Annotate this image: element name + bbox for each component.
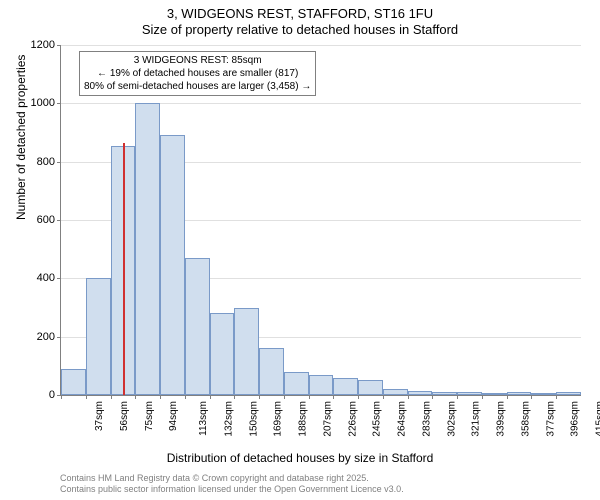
attribution-line2: Contains public sector information licen… [60,484,404,496]
histogram-bar [556,392,581,395]
annotation-line2: ← 19% of detached houses are smaller (81… [84,67,311,80]
y-tick-label: 800 [37,156,55,168]
x-tick-mark [482,395,483,399]
x-tick-label: 245sqm [372,401,383,437]
x-tick-mark [160,395,161,399]
histogram-bar [333,378,358,396]
x-tick-label: 396sqm [570,401,581,437]
x-tick-mark [507,395,508,399]
x-tick-label: 283sqm [421,401,432,437]
y-tick-mark [57,103,61,104]
x-tick-mark [86,395,87,399]
y-tick-mark [57,220,61,221]
histogram-bar [135,103,160,395]
x-axis-label: Distribution of detached houses by size … [0,451,600,465]
y-axis-label: Number of detached properties [14,55,28,220]
x-tick-mark [358,395,359,399]
x-tick-mark [383,395,384,399]
x-tick-mark [309,395,310,399]
x-tick-mark [531,395,532,399]
x-tick-label: 358sqm [521,401,532,437]
y-tick-label: 200 [37,331,55,343]
chart-title-line1: 3, WIDGEONS REST, STAFFORD, ST16 1FU [0,6,600,21]
histogram-bar [284,372,309,395]
x-tick-mark [185,395,186,399]
y-tick-mark [57,337,61,338]
x-tick-label: 94sqm [168,401,179,431]
x-tick-mark [210,395,211,399]
x-tick-mark [457,395,458,399]
x-tick-label: 264sqm [397,401,408,437]
y-tick-label: 400 [37,272,55,284]
histogram-bar [531,393,556,395]
y-tick-label: 1000 [31,97,55,109]
y-tick-label: 600 [37,214,55,226]
y-tick-mark [57,162,61,163]
x-tick-mark [61,395,62,399]
gridline [61,45,581,46]
x-tick-label: 377sqm [545,401,556,437]
histogram-bar [86,278,111,395]
x-tick-label: 339sqm [496,401,507,437]
y-tick-mark [57,278,61,279]
plot-area: 3 WIDGEONS REST: 85sqm ← 19% of detached… [60,45,581,396]
x-tick-label: 207sqm [322,401,333,437]
x-tick-mark [111,395,112,399]
x-tick-label: 37sqm [94,401,105,431]
x-tick-mark [284,395,285,399]
x-tick-mark [234,395,235,399]
histogram-bar [61,369,86,395]
x-tick-mark [333,395,334,399]
histogram-bar [259,348,284,395]
histogram-bar [408,391,433,395]
x-tick-label: 113sqm [198,401,209,436]
x-tick-mark [432,395,433,399]
x-tick-label: 56sqm [119,401,130,431]
histogram-bar [482,393,507,395]
histogram-bar [507,392,532,395]
histogram-bar [234,308,259,396]
y-tick-label: 1200 [31,39,55,51]
histogram-bar [358,380,383,395]
x-tick-label: 132sqm [223,401,234,437]
x-tick-label: 188sqm [298,401,309,437]
histogram-bar [383,389,408,395]
attribution-text: Contains HM Land Registry data © Crown c… [60,473,404,496]
chart-title-line2: Size of property relative to detached ho… [0,22,600,37]
annotation-box: 3 WIDGEONS REST: 85sqm ← 19% of detached… [79,51,316,96]
histogram-bar [210,313,235,395]
x-tick-label: 302sqm [446,401,457,437]
histogram-bar [432,392,457,395]
x-tick-mark [259,395,260,399]
x-tick-mark [408,395,409,399]
x-tick-mark [556,395,557,399]
x-tick-label: 75sqm [144,401,155,431]
y-tick-mark [57,45,61,46]
histogram-bar [457,392,482,395]
x-tick-label: 226sqm [347,401,358,437]
x-tick-label: 415sqm [595,401,600,437]
annotation-line1: 3 WIDGEONS REST: 85sqm [84,54,311,67]
histogram-bar [185,258,210,395]
x-tick-label: 321sqm [471,401,482,437]
histogram-bar [309,375,334,395]
x-tick-label: 169sqm [273,401,284,437]
property-marker-line [123,143,125,395]
attribution-line1: Contains HM Land Registry data © Crown c… [60,473,404,485]
chart-container: 3, WIDGEONS REST, STAFFORD, ST16 1FU Siz… [0,0,600,500]
annotation-line3: 80% of semi-detached houses are larger (… [84,80,311,93]
x-tick-label: 150sqm [248,401,259,437]
histogram-bar [160,135,185,395]
x-tick-mark [135,395,136,399]
y-tick-label: 0 [49,389,55,401]
